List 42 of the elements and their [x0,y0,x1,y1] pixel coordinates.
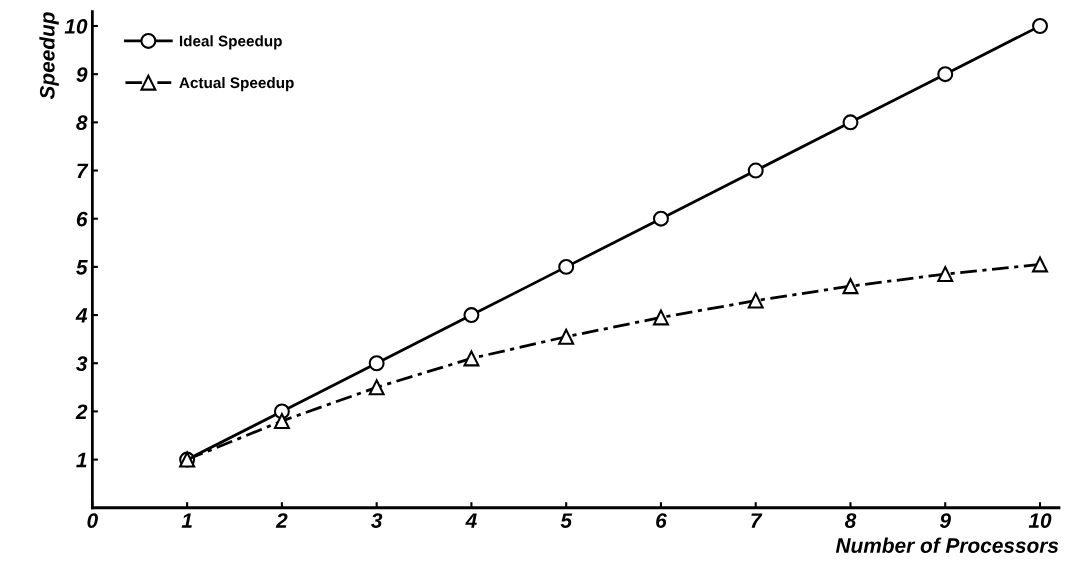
point [747,292,764,309]
point [937,266,954,283]
x-tick-label: 2 [275,513,288,528]
point [652,309,669,326]
legend-label: Actual Speedup [179,76,294,92]
point [273,413,290,430]
y-tick-label: 8 [76,115,88,131]
y-tick-label: 1 [76,452,87,468]
y-tick-label: 10 [64,18,88,34]
x-tick-label: 10 [1028,513,1052,528]
point [463,350,480,367]
legend-label: Ideal Speedup [179,35,282,50]
y-tick-label: 7 [77,163,89,179]
point [463,307,480,324]
point [1032,256,1048,273]
point [652,210,669,227]
point [368,355,385,372]
y-tick-label: 6 [76,211,88,227]
y-tick-label: 9 [76,67,88,82]
x-axis-title: Number of Processors [835,537,1059,553]
y-tick-label: 5 [76,260,88,275]
x-tick-label: 1 [181,513,192,528]
y-axis-title: Speedup [39,12,59,100]
x-tick-label: 3 [371,513,383,528]
point [842,114,859,131]
y-tick-label: 4 [75,308,88,323]
point [558,258,575,275]
x-tick-label: 4 [465,513,477,528]
point [368,379,385,396]
x-tick-label: 6 [656,513,667,528]
point [842,278,859,295]
x-tick-label: 0 [87,513,98,528]
x-tick-label: 9 [939,513,951,528]
point [1032,18,1048,34]
point [747,162,764,179]
x-tick-label: 7 [751,513,763,528]
x-tick-label: 5 [560,513,573,528]
point [558,328,575,345]
y-tick-label: 2 [75,404,88,419]
point [937,66,954,83]
x-tick-label: 8 [844,513,857,528]
y-tick-label: 3 [76,356,88,371]
